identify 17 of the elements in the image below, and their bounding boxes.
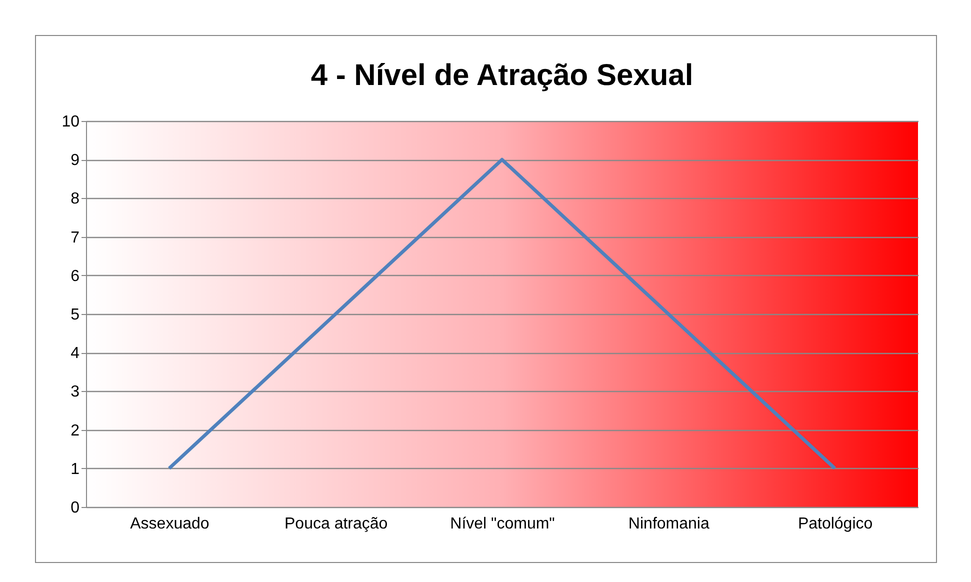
- y-tick-label: 1: [70, 460, 80, 478]
- y-tick-label: 8: [70, 190, 80, 208]
- y-tick-label: 4: [70, 345, 80, 362]
- y-tick-label: 0: [70, 500, 80, 516]
- x-tick-label: Assexuado: [130, 516, 210, 532]
- y-tick-label: 6: [70, 268, 80, 285]
- x-tick-label: Patológico: [798, 516, 873, 532]
- y-tick-label: 10: [62, 114, 80, 130]
- x-tick-label: Ninfomania: [628, 516, 710, 532]
- y-tick-label: 7: [70, 229, 80, 246]
- chart-title: 4 - Nível de Atração Sexual: [310, 59, 694, 92]
- y-tick-label: 2: [70, 422, 80, 440]
- y-tick-label: 5: [70, 306, 80, 324]
- x-tick-label: Pouca atração: [284, 516, 388, 532]
- y-tick-label: 9: [70, 152, 80, 170]
- x-tick-label: Nível "comum": [450, 516, 555, 532]
- y-tick-label: 3: [70, 384, 80, 401]
